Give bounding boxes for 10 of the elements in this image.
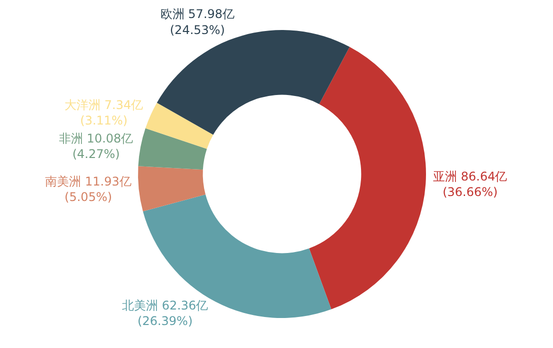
- slice-label: 南美洲 11.93亿 (5.05%): [45, 174, 132, 204]
- donut-slice: [145, 102, 214, 149]
- slice-label: 大洋洲 7.34亿 (3.11%): [64, 98, 144, 128]
- slice-label: 亚洲 86.64亿 (36.66%): [433, 169, 508, 199]
- donut-slice: [138, 166, 206, 212]
- donut-slice: [138, 128, 207, 170]
- slice-label: 欧洲 57.98亿 (24.53%): [160, 7, 235, 37]
- slice-label: 北美洲 62.36亿 (26.39%): [122, 298, 208, 328]
- donut-slice: [309, 46, 426, 310]
- slice-label: 非洲 10.08亿 (4.27%): [58, 132, 134, 162]
